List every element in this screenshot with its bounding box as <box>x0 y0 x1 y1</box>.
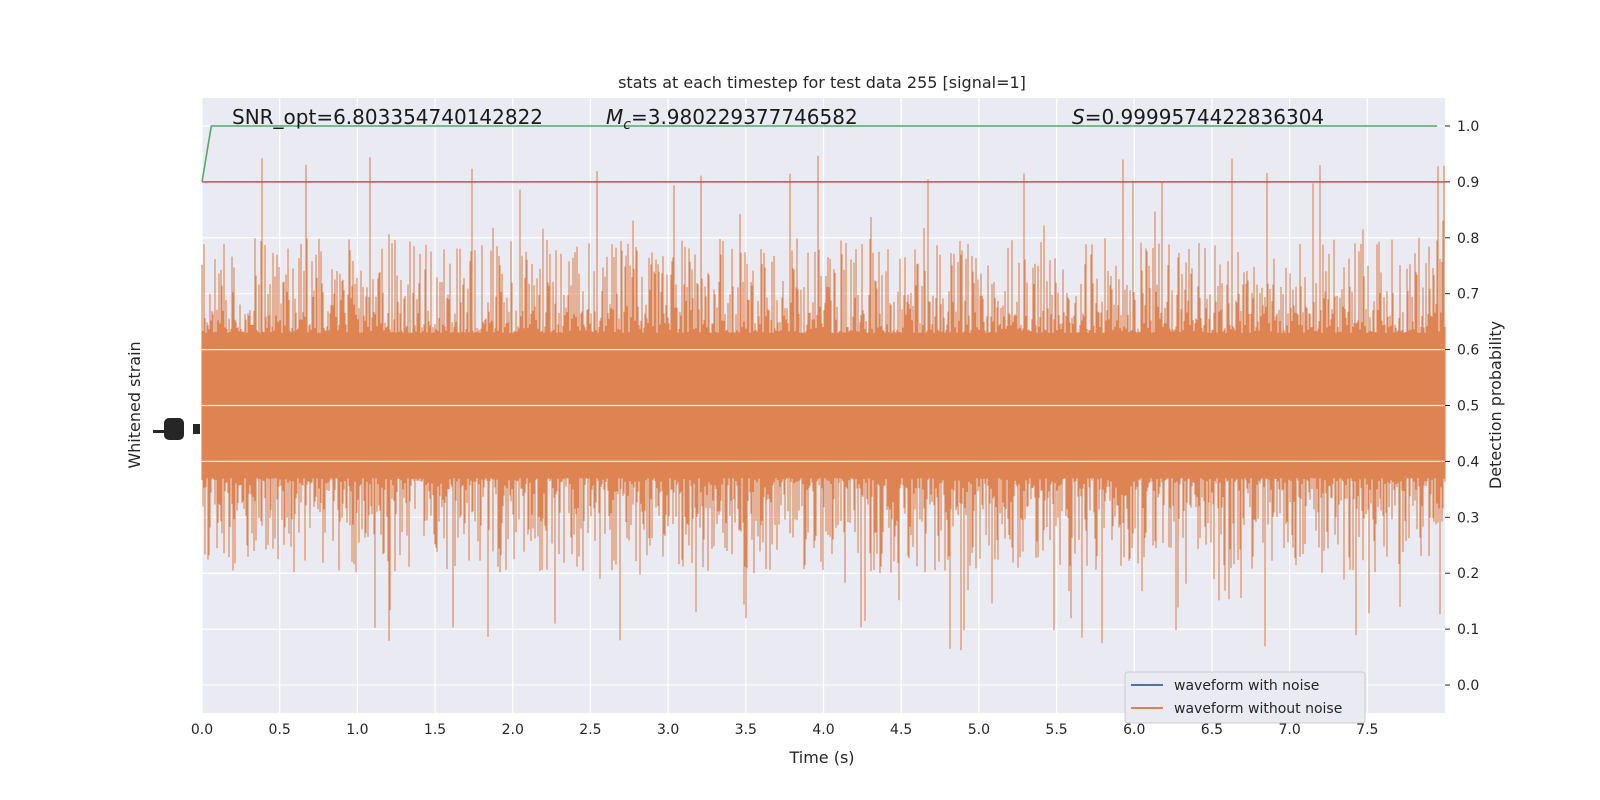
s-value: =0.9999574422836304 <box>1085 105 1324 129</box>
y-tick-label: 0.3 <box>1457 510 1479 526</box>
y-tick-label: 0.5 <box>1457 399 1479 415</box>
x-tick-label: 0.0 <box>191 722 213 738</box>
left-tick-blob <box>193 424 200 434</box>
x-tick-label: 0.5 <box>269 722 291 738</box>
x-tick-label: 5.0 <box>968 722 990 738</box>
chirp-mass-annotation: Mc=3.980229377746582 <box>606 105 858 133</box>
legend-label-with-noise: waveform with noise <box>1174 678 1319 694</box>
x-tick-label: 1.5 <box>424 722 446 738</box>
y-tick-label: 0.0 <box>1457 678 1479 694</box>
x-axis-label: Time (s) <box>788 748 854 767</box>
y-tick-label: 0.4 <box>1457 454 1479 470</box>
detection-probability-line <box>201 125 1438 183</box>
x-tick-label: 4.0 <box>812 722 834 738</box>
x-tick-label: 3.5 <box>735 722 757 738</box>
x-tick-label: 3.0 <box>657 722 679 738</box>
x-tick-label: 1.0 <box>346 722 368 738</box>
left-tick-blob <box>153 430 171 433</box>
x-tick-label: 6.5 <box>1201 722 1223 738</box>
waveform-without-noise-series <box>201 155 1446 651</box>
x-tick-label: 2.0 <box>502 722 524 738</box>
x-tick-label: 4.5 <box>890 722 912 738</box>
x-tick-label: 6.0 <box>1123 722 1145 738</box>
overlay-lines <box>201 125 1445 183</box>
x-axis-ticks: 0.0 0.5 1.0 1.5 2.0 2.5 3.0 3.5 4.0 4.5 5.0 5.5 6.0 6… <box>191 722 1379 738</box>
x-tick-label: 7.0 <box>1278 722 1300 738</box>
snr-annotation: SNR_opt=6.803354740142822 <box>232 105 543 129</box>
y-tick-label: 0.6 <box>1457 343 1479 359</box>
legend: waveform with noise waveform without noi… <box>1124 671 1366 724</box>
y-tick-label: 0.7 <box>1457 287 1479 303</box>
s-symbol: S <box>1072 105 1085 129</box>
y-axis-right-ticks: 0.0 0.1 0.2 0.3 0.4 0.5 0.6 0.7 0.8 0.9 1.0 <box>1445 119 1479 694</box>
x-tick-label: 5.5 <box>1045 722 1067 738</box>
x-tick-label: 2.5 <box>579 722 601 738</box>
legend-box <box>1124 671 1366 724</box>
y-axis-right-label: Detection probability <box>1486 321 1505 489</box>
y-tick-label: 0.8 <box>1457 231 1479 247</box>
chirp-mass-value: =3.980229377746582 <box>631 105 858 129</box>
y-axis-left-label: Whitened strain <box>125 341 144 468</box>
left-tick-blob <box>164 418 184 440</box>
y-tick-label: 0.9 <box>1457 175 1479 191</box>
y-tick-label: 0.1 <box>1457 622 1479 638</box>
y-tick-label: 0.2 <box>1457 566 1479 582</box>
chart-title: stats at each timestep for test data 255… <box>618 73 1026 92</box>
s-annotation: S=0.9999574422836304 <box>1072 105 1324 129</box>
legend-label-without-noise: waveform without noise <box>1174 701 1342 717</box>
y-axis-left-ticks <box>153 418 200 440</box>
x-tick-label: 7.5 <box>1356 722 1378 738</box>
chirp-mass-symbol: M <box>606 105 623 129</box>
y-tick-label: 1.0 <box>1457 119 1479 135</box>
chirp-mass-subscript: c <box>623 117 631 133</box>
